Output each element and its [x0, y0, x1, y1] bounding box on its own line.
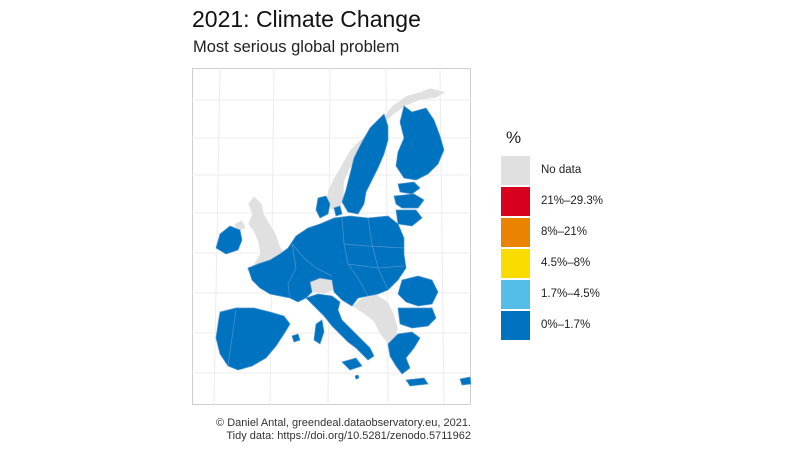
italy-shape — [305, 293, 375, 361]
legend-swatch — [501, 280, 530, 309]
greece-shape — [387, 331, 421, 375]
legend-item: 8%–21% — [501, 218, 651, 249]
estonia-shape — [397, 181, 421, 195]
legend-label: 21%–29.3% — [541, 195, 604, 207]
eu-countries — [215, 105, 471, 387]
source-caption: © Daniel Antal, greendeal.dataobservator… — [216, 417, 471, 443]
choropleth-map — [192, 68, 471, 405]
legend-label: 4.5%–8% — [541, 257, 591, 269]
latvia-shape — [393, 193, 425, 209]
lithuania-shape — [395, 209, 423, 227]
cyprus-shape — [459, 376, 471, 386]
bulgaria-shape — [397, 307, 437, 329]
legend-swatch — [501, 187, 530, 216]
iberia-shape — [215, 307, 291, 371]
balearic-shape — [291, 333, 301, 343]
legend-item: 4.5%–8% — [501, 249, 651, 280]
caption-line-2: Tidy data: https://doi.org/10.5281/zenod… — [226, 430, 471, 442]
legend-label: No data — [541, 164, 582, 176]
ireland-shape — [215, 225, 243, 255]
sardinia-shape — [313, 319, 325, 345]
legend-title: % — [506, 128, 522, 147]
legend-item: No data — [501, 156, 651, 187]
legend: No data 21%–29.3% 8%–21% 4.5%–8% 1.7%–4.… — [501, 156, 651, 342]
legend-item: 0%–1.7% — [501, 311, 651, 342]
internal-borders — [227, 217, 405, 367]
legend-label: 1.7%–4.5% — [541, 288, 600, 300]
denmark-shape — [315, 195, 331, 219]
sweden-shape — [341, 113, 389, 215]
legend-label: 8%–21% — [541, 226, 588, 238]
romania-shape — [397, 275, 439, 307]
legend-swatch — [501, 311, 530, 340]
mainland-shape — [247, 215, 407, 307]
caption-line-1: © Daniel Antal, greendeal.dataobservator… — [216, 417, 471, 429]
legend-swatch — [501, 218, 530, 247]
sicily-shape — [341, 357, 363, 371]
legend-swatch — [501, 156, 530, 185]
legend-swatch — [501, 249, 530, 278]
no-data-areas — [233, 87, 447, 345]
chart-title: 2021: Climate Change — [192, 6, 421, 32]
legend-item: 21%–29.3% — [501, 187, 651, 218]
malta-shape — [354, 374, 360, 380]
crete-shape — [405, 377, 429, 387]
legend-item: 1.7%–4.5% — [501, 280, 651, 311]
chart-subtitle: Most serious global problem — [193, 38, 400, 56]
legend-label: 0%–1.7% — [541, 319, 591, 331]
finland-shape — [395, 105, 445, 181]
